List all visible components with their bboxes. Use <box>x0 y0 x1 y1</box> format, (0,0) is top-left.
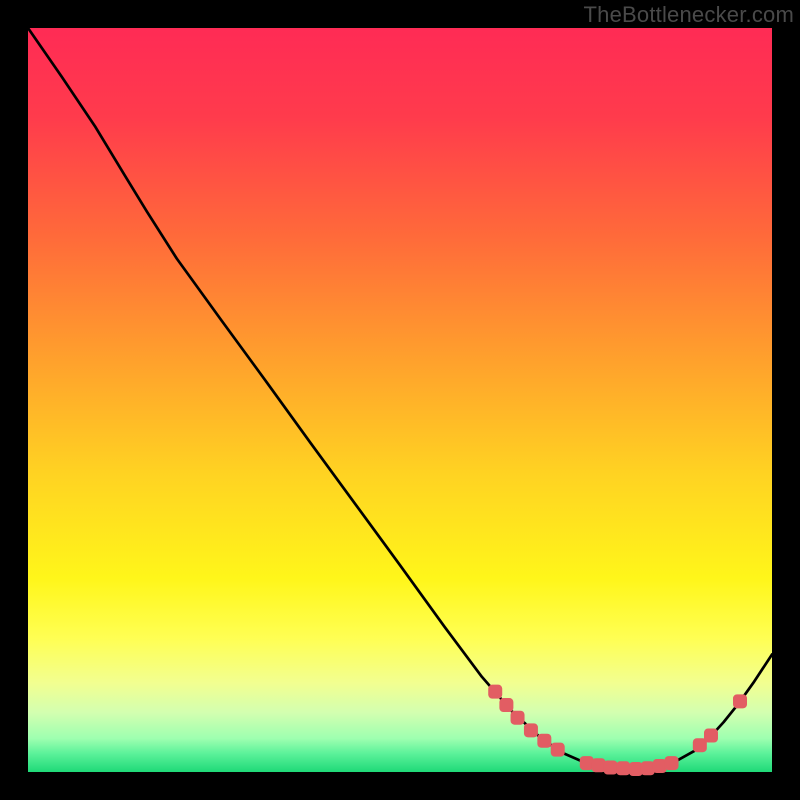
chart-svg <box>0 0 800 800</box>
data-marker <box>551 743 565 757</box>
chart-canvas: TheBottlenecker.com <box>0 0 800 800</box>
data-marker <box>641 761 655 775</box>
data-marker <box>580 756 594 770</box>
data-marker <box>704 729 718 743</box>
data-marker <box>511 711 525 725</box>
data-marker <box>733 694 747 708</box>
plot-background <box>28 28 772 772</box>
data-marker <box>604 761 618 775</box>
data-marker <box>616 761 630 775</box>
data-marker <box>537 734 551 748</box>
data-marker <box>488 685 502 699</box>
data-marker <box>524 723 538 737</box>
data-marker <box>665 756 679 770</box>
data-marker <box>499 698 513 712</box>
